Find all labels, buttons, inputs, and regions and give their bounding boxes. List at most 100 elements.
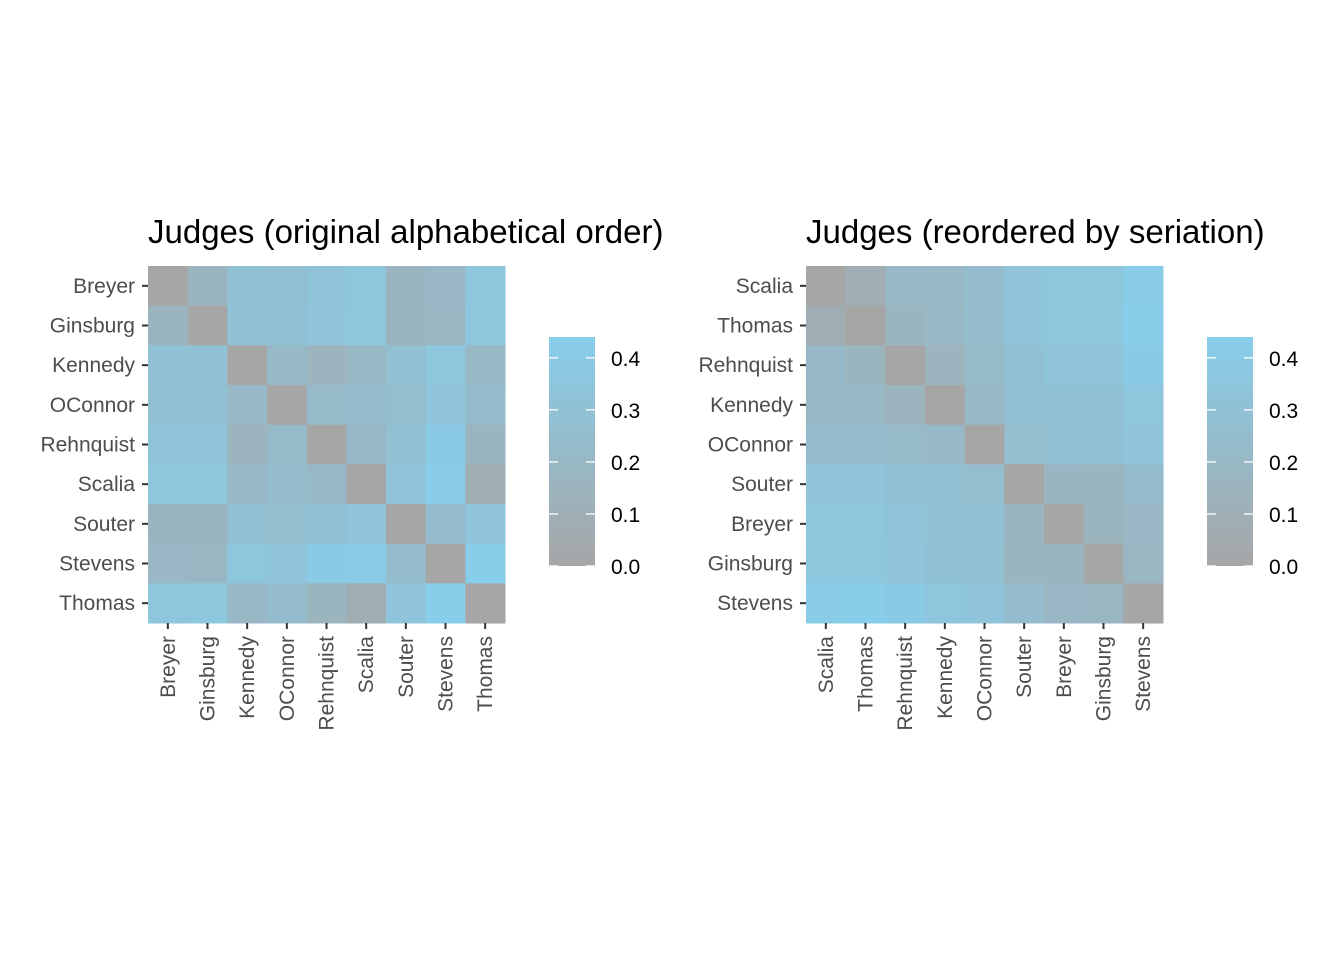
heatmap-cell — [425, 424, 466, 465]
heatmap-cell — [386, 385, 427, 426]
heatmap-cell — [346, 385, 387, 426]
heatmap-cell — [1123, 266, 1164, 307]
heatmap-cell — [386, 424, 427, 465]
heatmap-cell — [1004, 305, 1045, 346]
heatmap-cell — [227, 345, 268, 386]
chart-title: Judges (original alphabetical order) — [148, 213, 663, 250]
heatmap-cell — [925, 543, 966, 584]
y-tick-label: OConnor — [708, 434, 793, 457]
heatmap-cell — [425, 385, 466, 426]
y-tick-label: Rehnquist — [40, 434, 135, 457]
heatmap-cell — [885, 583, 926, 624]
heatmap-cell — [465, 464, 506, 505]
heatmap-cells — [148, 266, 506, 624]
heatmap-cell — [425, 543, 466, 584]
heatmap-cell — [227, 543, 268, 584]
heatmap-cell — [465, 385, 506, 426]
x-axis: Scalia Thomas Rehnquist Kennedy OConnor Soute… — [815, 623, 1155, 731]
x-tick-label: OConnor — [276, 636, 299, 721]
heatmap-cell — [964, 583, 1005, 624]
x-tick-label: Scalia — [815, 636, 838, 694]
heatmap-cell — [306, 543, 347, 584]
heatmap-cell — [346, 464, 387, 505]
y-tick-label: Scalia — [78, 473, 136, 496]
heatmap-cell — [386, 464, 427, 505]
heatmap-cell — [267, 504, 308, 545]
x-tick-label: Kennedy — [236, 636, 259, 719]
heatmap-cell — [1123, 345, 1164, 386]
heatmap-cell — [148, 464, 189, 505]
heatmap-cell — [187, 424, 228, 465]
heatmap-cell — [1044, 583, 1085, 624]
heatmap-cell — [306, 266, 347, 307]
heatmap-cell — [806, 543, 847, 584]
x-tick-label: Breyer — [1053, 636, 1076, 698]
heatmap-cell — [925, 305, 966, 346]
heatmap-cell — [465, 543, 506, 584]
heatmap-cell — [845, 464, 886, 505]
legend-colorbar — [549, 337, 595, 566]
heatmap-cell — [267, 345, 308, 386]
heatmap-cell — [1044, 305, 1085, 346]
heatmap-cell — [845, 583, 886, 624]
heatmap-cell — [227, 424, 268, 465]
heatmap-cell — [386, 305, 427, 346]
y-tick-label: Stevens — [717, 592, 793, 615]
heatmap-cell — [148, 305, 189, 346]
heatmap-cell — [346, 543, 387, 584]
heatmap-cell — [1083, 305, 1124, 346]
chart-title: Judges (reordered by seriation) — [806, 213, 1265, 250]
heatmap-cell — [885, 543, 926, 584]
heatmap-cell — [465, 504, 506, 545]
heatmap-cell — [306, 424, 347, 465]
heatmap-cell — [306, 464, 347, 505]
y-tick-label: Breyer — [731, 513, 793, 536]
x-tick-label: OConnor — [974, 636, 997, 721]
heatmap-cell — [425, 345, 466, 386]
heatmap-cell — [187, 543, 228, 584]
heatmap-cell — [1083, 543, 1124, 584]
heatmap-cell — [227, 504, 268, 545]
heatmap-cell — [1004, 543, 1045, 584]
heatmap-cell — [386, 504, 427, 545]
heatmap-cell — [1123, 385, 1164, 426]
heatmap-cell — [267, 385, 308, 426]
y-tick-label: Scalia — [736, 275, 794, 298]
heatmap-cell — [1044, 464, 1085, 505]
heatmap-cell — [346, 583, 387, 624]
heatmap-cell — [885, 305, 926, 346]
y-tick-label: Ginsburg — [708, 553, 793, 576]
heatmap-cell — [148, 385, 189, 426]
x-tick-label: Souter — [1013, 636, 1036, 698]
heatmap-cell — [425, 583, 466, 624]
heatmap-cell — [187, 464, 228, 505]
heatmap-cell — [1083, 345, 1124, 386]
heatmap-cell — [845, 424, 886, 465]
heatmap-cell — [925, 266, 966, 307]
x-tick-label: Rehnquist — [316, 636, 339, 731]
color-legend: 0.0 0.1 0.2 0.3 0.4 — [1207, 337, 1299, 579]
heatmap-cell — [925, 583, 966, 624]
y-tick-label: Kennedy — [710, 394, 793, 417]
heatmap-cell — [267, 266, 308, 307]
heatmap-cell — [386, 583, 427, 624]
heatmap-cell — [806, 504, 847, 545]
heatmap-cell — [1044, 266, 1085, 307]
y-tick-label: Thomas — [717, 315, 793, 338]
heatmap-panel-seriated: Judges (reordered by seriation) Scalia Th… — [698, 213, 1298, 731]
heatmap-cell — [964, 385, 1005, 426]
heatmap-cell — [885, 464, 926, 505]
heatmap-cell — [1004, 385, 1045, 426]
x-tick-label: Souter — [395, 636, 418, 698]
heatmap-cell — [1123, 424, 1164, 465]
legend-tick-label: 0.3 — [611, 400, 640, 423]
heatmap-cell — [1083, 385, 1124, 426]
y-tick-label: Ginsburg — [50, 315, 135, 338]
heatmap-cell — [964, 266, 1005, 307]
heatmap-cell — [1083, 504, 1124, 545]
heatmap-cell — [1044, 424, 1085, 465]
x-tick-label: Scalia — [355, 636, 378, 694]
heatmap-cell — [346, 305, 387, 346]
x-tick-label: Ginsburg — [197, 636, 220, 721]
heatmap-cell — [267, 543, 308, 584]
